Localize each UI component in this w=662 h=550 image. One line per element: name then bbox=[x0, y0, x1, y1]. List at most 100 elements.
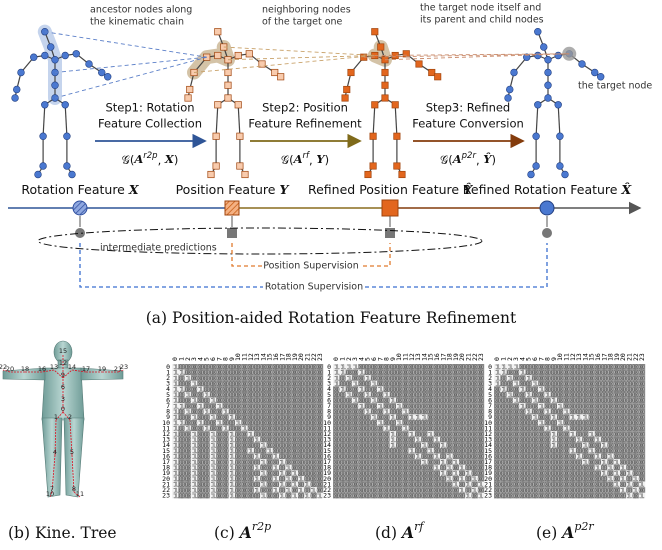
formula-matrix: A bbox=[293, 152, 303, 166]
feature-node bbox=[382, 200, 398, 216]
matrix-row-label: 23 bbox=[162, 492, 170, 500]
joint bbox=[213, 163, 219, 169]
feature-label: Rotation FeatureX bbox=[21, 182, 140, 197]
joint bbox=[382, 69, 388, 75]
matrix-caption: (d)Arf bbox=[375, 520, 425, 542]
link bbox=[55, 57, 207, 72]
annotation: of the target one bbox=[262, 17, 343, 28]
joint bbox=[557, 133, 564, 140]
joint bbox=[237, 133, 243, 139]
joint bbox=[545, 56, 552, 63]
highlight-band bbox=[194, 47, 228, 73]
feature-node bbox=[73, 201, 87, 215]
matrix-row: 100100100100001001010101 bbox=[173, 493, 323, 500]
joint bbox=[378, 44, 384, 50]
joint bbox=[86, 61, 93, 68]
page: {"annotations": {"ancestor": ["ancestor … bbox=[0, 0, 662, 550]
caption-label: (e) bbox=[536, 524, 557, 542]
matrix-col-label: 23 bbox=[316, 353, 324, 361]
joint bbox=[534, 28, 541, 35]
feature-symbol: X̂ bbox=[621, 181, 633, 196]
kine-joint-label: 16 bbox=[38, 365, 46, 373]
joint bbox=[41, 101, 48, 108]
joint bbox=[562, 171, 569, 178]
formula: 𝒢(Arf, Y) bbox=[281, 151, 329, 167]
joint bbox=[533, 163, 540, 170]
feature-label: Position FeatureY bbox=[176, 182, 290, 197]
joint bbox=[399, 171, 405, 177]
prediction bbox=[227, 228, 237, 238]
matrix-caption: (c)Ar2p bbox=[214, 520, 271, 542]
annotation: neighboring nodes bbox=[262, 5, 351, 16]
joint bbox=[370, 133, 376, 139]
joint bbox=[187, 86, 193, 92]
feature-label: Refined Rotation FeatureX̂ bbox=[463, 181, 633, 196]
joint bbox=[62, 52, 69, 59]
formula-close: ) bbox=[491, 153, 496, 167]
feature-symbol: X bbox=[128, 182, 140, 197]
joint bbox=[382, 95, 388, 101]
annotation: the target node bbox=[578, 81, 652, 92]
caption-sup: rf bbox=[414, 520, 425, 533]
formula: 𝒢(Ap2r, Ŷ) bbox=[440, 151, 496, 167]
joint bbox=[555, 101, 562, 108]
kine-joint-label: 23 bbox=[120, 363, 128, 371]
joint bbox=[40, 133, 47, 140]
joint bbox=[235, 102, 241, 108]
joint bbox=[392, 102, 398, 108]
annotation: ancestor nodes along bbox=[90, 5, 192, 16]
joint bbox=[591, 69, 598, 76]
kine-joint-label: 10 bbox=[46, 490, 54, 498]
kine-joint-label: 13 bbox=[50, 363, 58, 371]
joint bbox=[208, 171, 214, 177]
formula: 𝒢(Ar2p, X) bbox=[122, 151, 179, 167]
annotation: the kinematic chain bbox=[90, 17, 184, 28]
feature-node bbox=[540, 201, 554, 215]
joint bbox=[365, 171, 371, 177]
caption-symbol: A bbox=[400, 523, 414, 542]
joint bbox=[528, 171, 535, 178]
prediction bbox=[385, 228, 395, 238]
joint bbox=[235, 52, 241, 58]
caption: (b) Kine. Tree bbox=[8, 524, 117, 542]
joint bbox=[555, 52, 562, 59]
joint bbox=[18, 69, 25, 76]
kine-joint-label: 4 bbox=[53, 448, 57, 456]
feature-label: Refined Position FeatureŶ bbox=[308, 182, 473, 197]
kine-joint-label: 1 bbox=[54, 413, 58, 421]
formula-matrix: A bbox=[452, 152, 462, 166]
rotation-supervision-label: Rotation Supervision bbox=[265, 282, 363, 293]
joint bbox=[30, 54, 37, 61]
joint bbox=[12, 95, 19, 102]
joint bbox=[372, 29, 378, 35]
formula-sep: , bbox=[476, 153, 483, 167]
joint bbox=[213, 133, 219, 139]
joint bbox=[382, 82, 388, 88]
joint bbox=[370, 163, 376, 169]
joint bbox=[215, 52, 221, 58]
joint bbox=[73, 50, 80, 57]
kine-joint-label: 5 bbox=[70, 448, 74, 456]
joint bbox=[69, 171, 76, 178]
joint bbox=[534, 101, 541, 108]
caption-sup: r2p bbox=[252, 520, 271, 533]
joint bbox=[372, 102, 378, 108]
joint bbox=[225, 69, 231, 75]
step-label: Feature Refinement bbox=[248, 117, 362, 131]
joint bbox=[394, 163, 400, 169]
formula-op: 𝒢( bbox=[281, 153, 294, 167]
feature-text: Refined Position Feature bbox=[308, 182, 459, 197]
joint bbox=[429, 69, 435, 75]
joint bbox=[47, 44, 54, 51]
joint bbox=[104, 73, 111, 80]
kine-joint-label: 6 bbox=[61, 383, 65, 391]
kine-joint-label: 2 bbox=[68, 413, 72, 421]
bone bbox=[65, 105, 67, 136]
formula-matrix: A bbox=[133, 152, 143, 166]
caption-symbol: A bbox=[238, 523, 252, 542]
joint bbox=[98, 69, 105, 76]
joint bbox=[215, 29, 221, 35]
joint bbox=[545, 95, 552, 102]
formula-op: 𝒢( bbox=[440, 153, 453, 167]
